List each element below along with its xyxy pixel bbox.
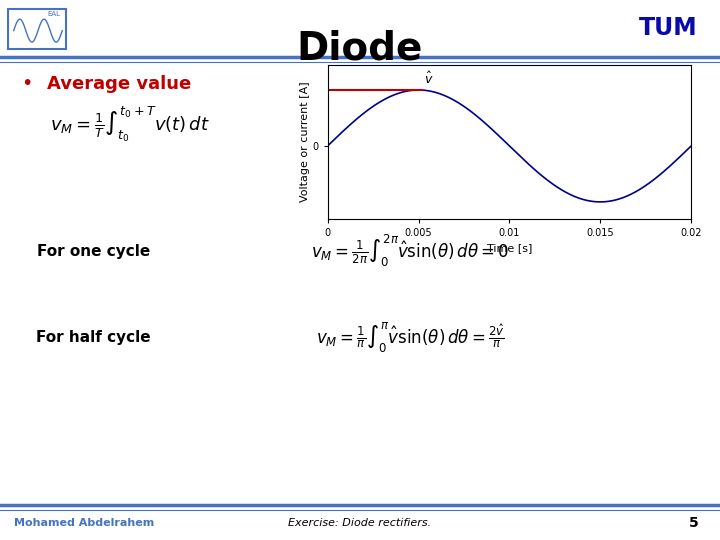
Y-axis label: Voltage or current [A]: Voltage or current [A] — [300, 82, 310, 202]
Text: Mohamed Abdelrahem: Mohamed Abdelrahem — [14, 518, 155, 528]
Text: Exercise: Diode rectifiers.: Exercise: Diode rectifiers. — [289, 518, 431, 528]
Text: $v_M = \frac{1}{\pi} \int_{0}^{\pi} \hat{v}\sin(\theta)\, d\theta = \frac{2\hat{: $v_M = \frac{1}{\pi} \int_{0}^{\pi} \hat… — [316, 321, 505, 354]
Text: Diode: Diode — [297, 30, 423, 68]
Text: $v_M = \frac{1}{T} \int_{t_0}^{t_0+T} v(t)\, dt$: $v_M = \frac{1}{T} \int_{t_0}^{t_0+T} v(… — [50, 105, 210, 144]
Text: Average value: Average value — [47, 75, 191, 93]
Text: 5: 5 — [688, 516, 698, 530]
Text: For half cycle: For half cycle — [36, 330, 151, 345]
Text: $v_M = \frac{1}{2\pi} \int_{0}^{2\pi} \hat{v}\sin(\theta)\, d\theta = 0$: $v_M = \frac{1}{2\pi} \int_{0}^{2\pi} \h… — [311, 233, 510, 269]
X-axis label: Time [s]: Time [s] — [487, 244, 532, 253]
Text: $\hat{v}$: $\hat{v}$ — [424, 71, 433, 87]
Text: •: • — [22, 74, 33, 93]
Text: For one cycle: For one cycle — [37, 244, 150, 259]
Text: TUM: TUM — [639, 16, 697, 40]
Text: EAL: EAL — [48, 11, 60, 17]
